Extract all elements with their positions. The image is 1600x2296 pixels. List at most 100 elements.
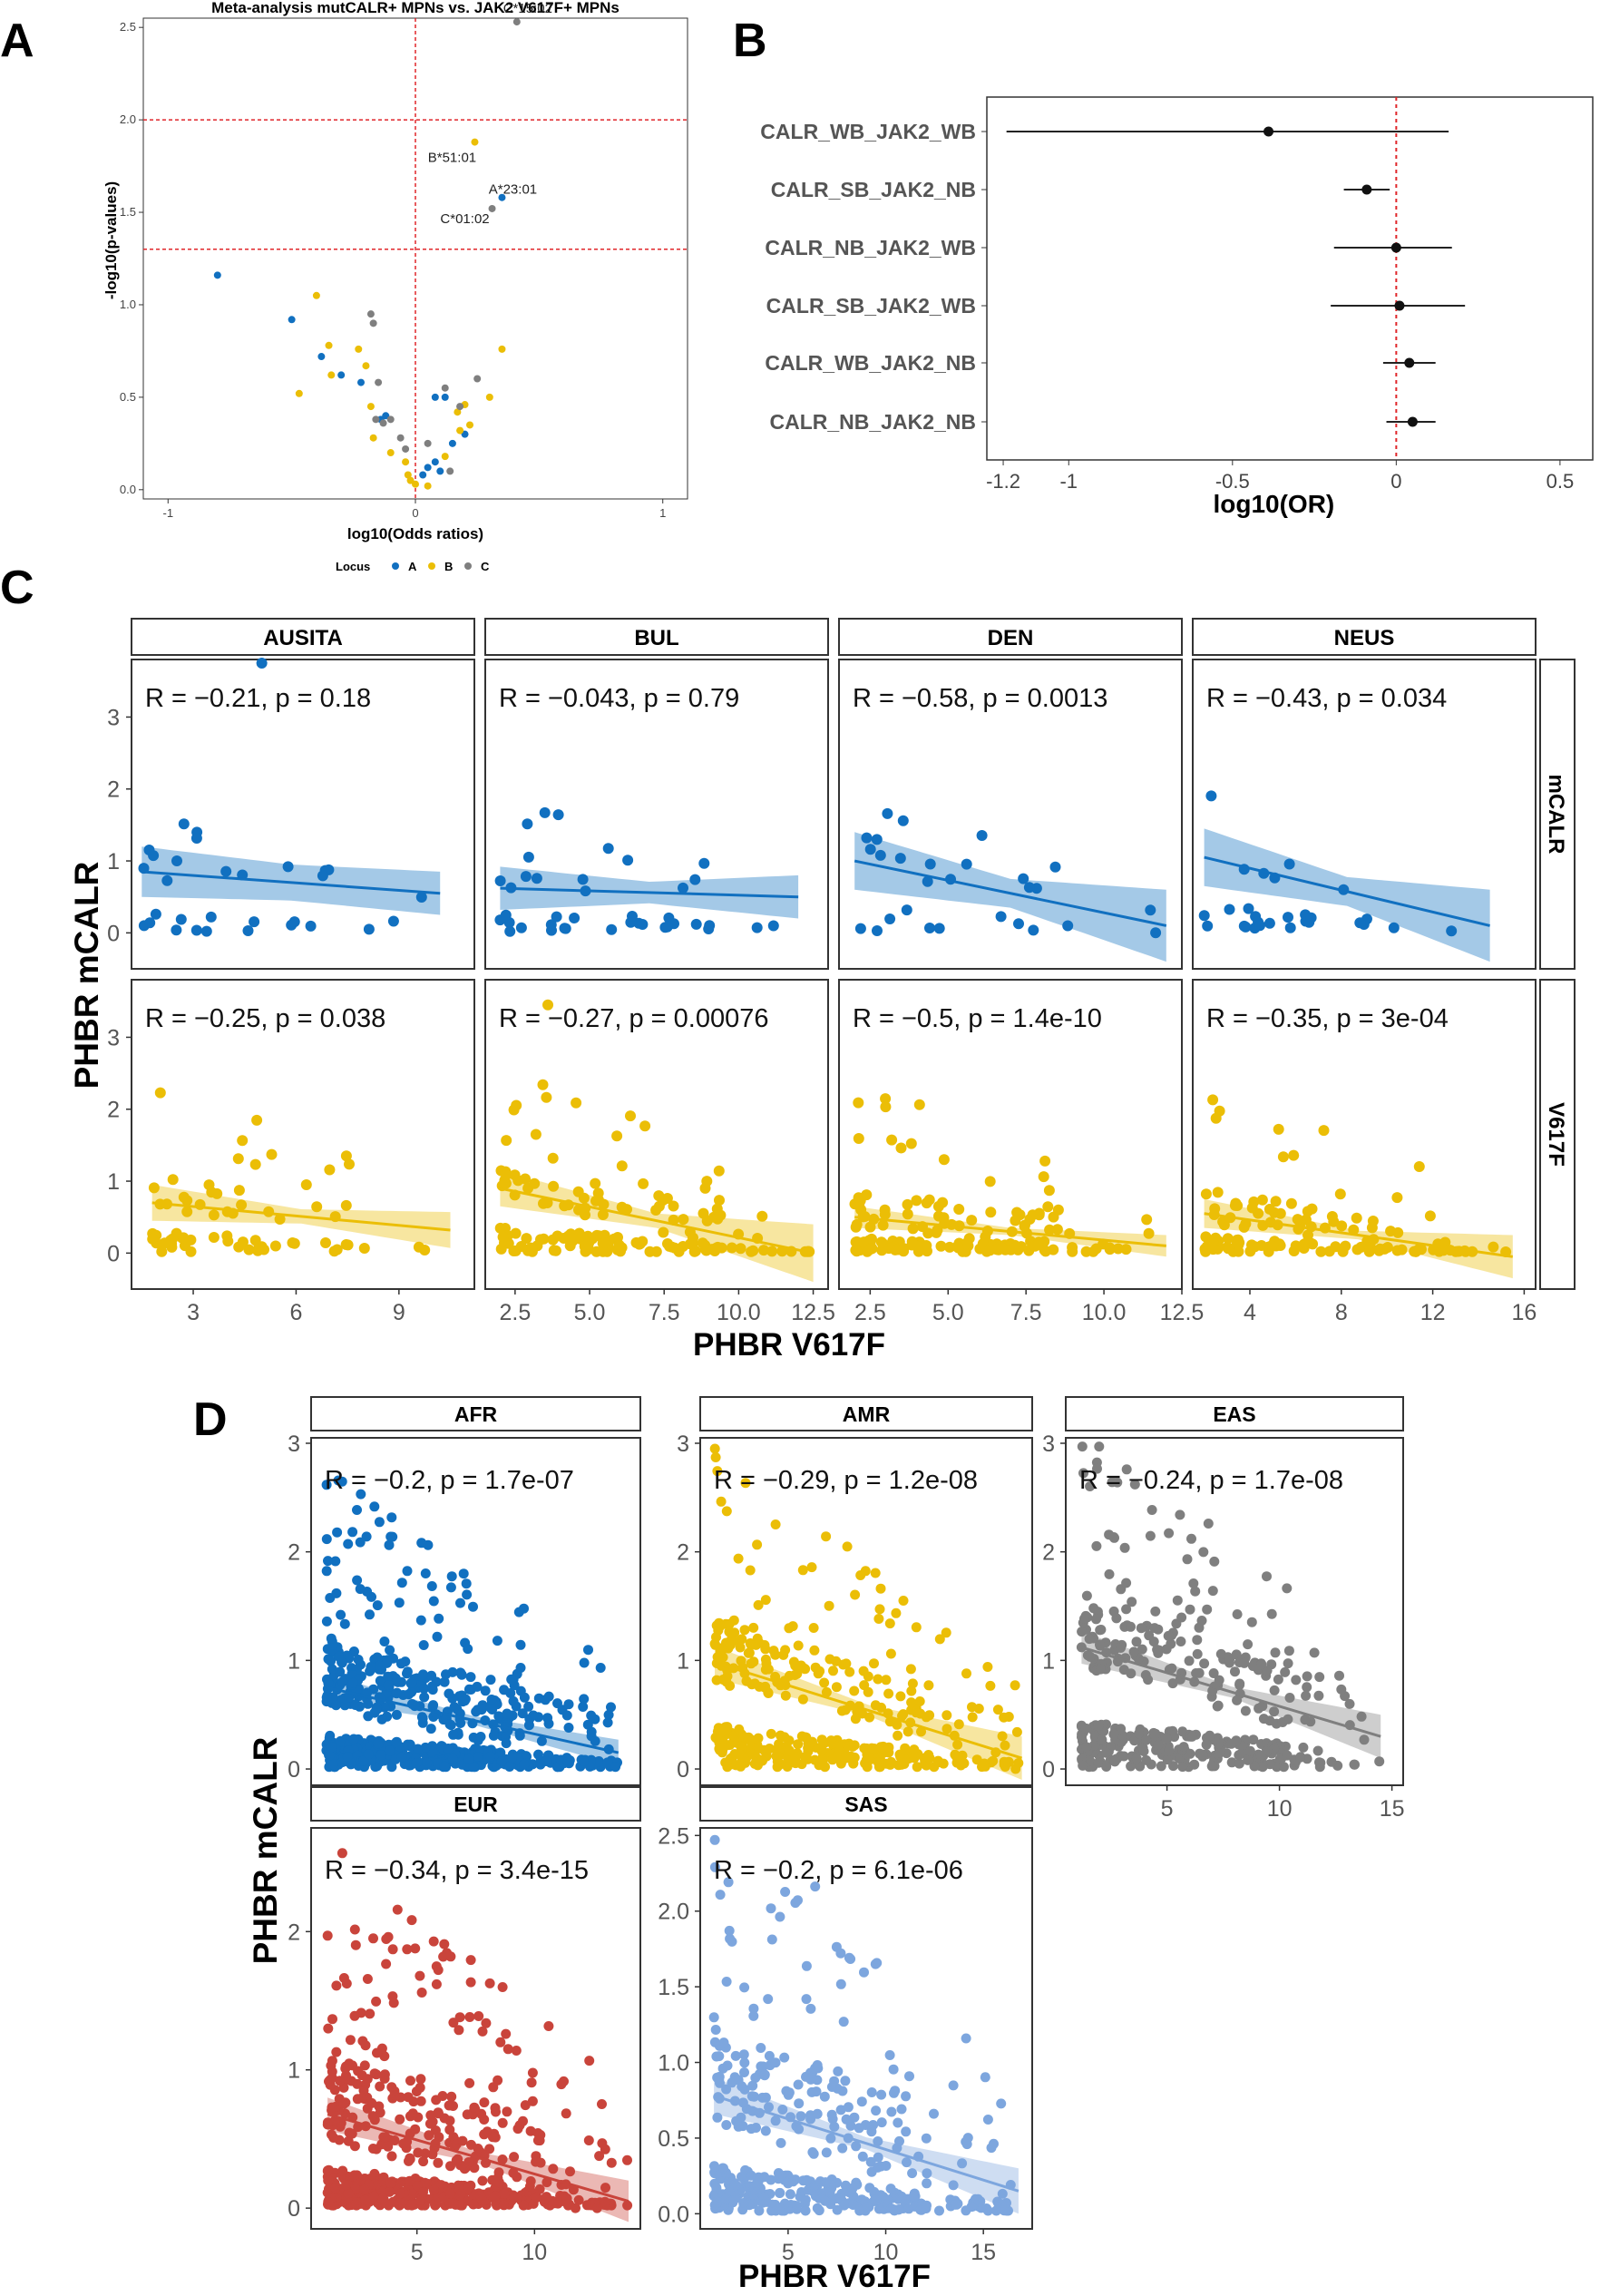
data-point <box>479 2115 490 2125</box>
data-point <box>766 1246 778 1257</box>
data-point <box>534 2184 545 2194</box>
data-point <box>733 2075 744 2086</box>
data-point <box>1149 1729 1160 1740</box>
data-point <box>493 2177 504 2188</box>
data-point <box>504 925 516 937</box>
data-point <box>344 2127 355 2138</box>
data-point <box>853 1097 864 1109</box>
data-point <box>359 2060 370 2071</box>
data-point <box>898 1596 909 1606</box>
x-tick-label: 0.5 <box>1546 470 1575 493</box>
data-point <box>819 1677 830 1688</box>
data-point <box>783 2178 794 2189</box>
data-point <box>1192 1635 1203 1646</box>
data-point <box>921 1240 932 1251</box>
data-point <box>1263 917 1275 929</box>
data-point <box>579 1657 590 1668</box>
data-point <box>728 1734 739 1745</box>
data-point <box>428 1596 439 1607</box>
data-point <box>613 1239 625 1251</box>
y-tick-label: 0 <box>288 2196 300 2222</box>
data-point <box>603 1709 614 1720</box>
data-point <box>875 1583 886 1594</box>
data-point <box>161 874 173 886</box>
data-point <box>864 844 876 855</box>
data-point <box>362 1974 373 1984</box>
data-point <box>363 1749 374 1760</box>
y-tick-label: 0 <box>107 921 120 946</box>
y-tick-label: 2 <box>107 1098 120 1123</box>
data-point <box>434 1613 444 1624</box>
data-point <box>739 1982 750 1993</box>
data-point <box>1104 1242 1116 1254</box>
data-point <box>600 2144 610 2154</box>
data-point <box>342 1752 353 1762</box>
data-point <box>391 1737 402 1748</box>
data-point <box>1164 1745 1175 1756</box>
data-point <box>1315 1246 1327 1257</box>
data-point <box>725 1933 736 1944</box>
data-point <box>1283 858 1295 870</box>
data-point <box>831 1682 842 1693</box>
y-tick-label: 1 <box>107 849 120 874</box>
x-tick-label: 10 <box>522 2240 547 2265</box>
data-point <box>729 2178 739 2188</box>
data-point <box>359 2184 370 2195</box>
data-point <box>473 375 482 383</box>
data-point <box>1080 1723 1091 1734</box>
data-point <box>325 341 333 349</box>
data-point <box>1413 1161 1425 1172</box>
data-point <box>850 1236 862 1248</box>
data-point <box>1146 1505 1157 1515</box>
data-point <box>793 1640 804 1651</box>
data-point <box>548 1245 560 1256</box>
data-point <box>1284 922 1296 933</box>
data-point <box>835 1978 846 1989</box>
data-point <box>948 2080 959 2091</box>
data-point <box>894 1749 905 1760</box>
data-point <box>982 1662 993 1672</box>
data-point <box>543 1691 554 1702</box>
data-point <box>1051 1224 1063 1236</box>
data-point <box>814 2205 824 2216</box>
data-point <box>287 1237 298 1248</box>
point-annotation: A*23:01 <box>489 182 537 198</box>
data-point <box>327 2129 337 2140</box>
data-point <box>535 2157 546 2168</box>
data-point <box>411 2086 422 2096</box>
data-point <box>902 1208 913 1220</box>
data-point <box>500 909 512 921</box>
facet-strip <box>1065 1396 1404 1431</box>
data-point <box>780 1645 791 1656</box>
data-point <box>487 2132 498 2143</box>
data-point <box>876 2117 887 2128</box>
estimate-point <box>1404 357 1415 368</box>
data-point <box>496 1756 507 1766</box>
data-point <box>386 415 395 424</box>
data-point <box>493 2075 503 2086</box>
data-point <box>1197 1749 1208 1760</box>
data-point <box>391 1709 402 1720</box>
data-point <box>820 2195 831 2206</box>
data-point <box>148 1182 160 1194</box>
data-point <box>715 1209 727 1221</box>
data-point <box>382 412 390 420</box>
data-point <box>774 2203 785 2213</box>
data-point <box>734 1749 745 1760</box>
data-point <box>493 1711 504 1722</box>
data-point <box>327 2102 337 2113</box>
data-point <box>1118 1751 1129 1762</box>
data-point <box>1243 1754 1254 1765</box>
data-point <box>526 2077 537 2088</box>
data-point <box>760 1595 771 1606</box>
data-point <box>850 1221 862 1233</box>
data-point <box>413 2147 424 2158</box>
data-point <box>1283 1646 1294 1656</box>
y-tick-label: 1 <box>677 1648 689 1674</box>
data-point <box>509 2152 520 2163</box>
correlation-label: R = −0.24, p = 1.7e-08 <box>1079 1466 1343 1495</box>
data-point <box>879 1208 891 1220</box>
data-point <box>366 403 375 411</box>
data-point <box>485 1675 496 1685</box>
data-point <box>443 1744 454 1754</box>
